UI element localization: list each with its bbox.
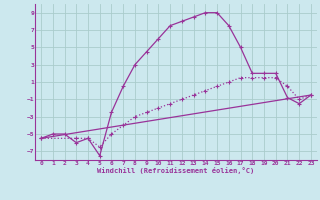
X-axis label: Windchill (Refroidissement éolien,°C): Windchill (Refroidissement éolien,°C) <box>97 167 255 174</box>
